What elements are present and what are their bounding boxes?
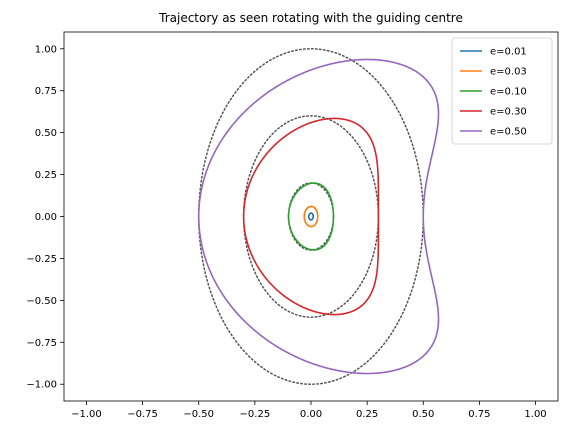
chart-title: Trajectory as seen rotating with the gui… bbox=[158, 11, 463, 25]
series-line-e=0.01 bbox=[307, 212, 315, 221]
x-tick-label: −0.50 bbox=[183, 409, 214, 420]
y-tick-label: −0.25 bbox=[26, 254, 57, 265]
reference-ellipse bbox=[242, 115, 380, 318]
series-line-e=0.50 bbox=[197, 58, 440, 375]
reference-ellipse bbox=[197, 48, 425, 385]
x-tick-label: 0.25 bbox=[356, 409, 378, 420]
x-tick-label: 1.00 bbox=[524, 409, 546, 420]
legend-entry: e=0.01 bbox=[490, 47, 527, 58]
x-tick-label: −0.25 bbox=[240, 409, 271, 420]
legend-box bbox=[451, 37, 553, 145]
y-tick-label: −0.75 bbox=[26, 338, 57, 349]
x-tick-label: 0.75 bbox=[468, 409, 490, 420]
x-axis: −1.00 −0.75 −0.50 −0.25 0.00 0.25 0.50 0.75 1.00 bbox=[71, 401, 547, 420]
series-line-e=0.10 bbox=[287, 182, 335, 251]
series-line-e=0.03 bbox=[303, 205, 319, 228]
axes-frame bbox=[63, 31, 559, 402]
y-tick-label: 1.00 bbox=[35, 44, 57, 55]
legend-entry: e=0.50 bbox=[490, 127, 527, 138]
legend: e=0.01 e=0.03 e=0.10 e=0.30 e=0.50 bbox=[451, 37, 553, 145]
y-tick-label: −1.00 bbox=[26, 380, 57, 391]
y-axis: −1.00 −0.75 −0.50 −0.25 0.00 0.25 0.50 0.75 1.00 bbox=[26, 44, 64, 391]
legend-entry: e=0.10 bbox=[490, 87, 527, 98]
plot-area bbox=[197, 48, 440, 385]
y-tick-label: 0.75 bbox=[35, 86, 57, 97]
x-tick-label: 0.50 bbox=[412, 409, 434, 420]
y-tick-label: 0.25 bbox=[35, 170, 57, 181]
x-tick-label: −1.00 bbox=[71, 409, 102, 420]
y-tick-label: 0.00 bbox=[35, 212, 57, 223]
legend-entry: e=0.03 bbox=[490, 67, 527, 78]
legend-entry: e=0.30 bbox=[490, 107, 527, 118]
x-tick-label: 0.00 bbox=[300, 409, 322, 420]
y-tick-label: 0.50 bbox=[35, 128, 57, 139]
y-tick-label: −0.50 bbox=[26, 296, 57, 307]
series-line-e=0.30 bbox=[242, 117, 380, 316]
x-tick-label: −0.75 bbox=[127, 409, 158, 420]
